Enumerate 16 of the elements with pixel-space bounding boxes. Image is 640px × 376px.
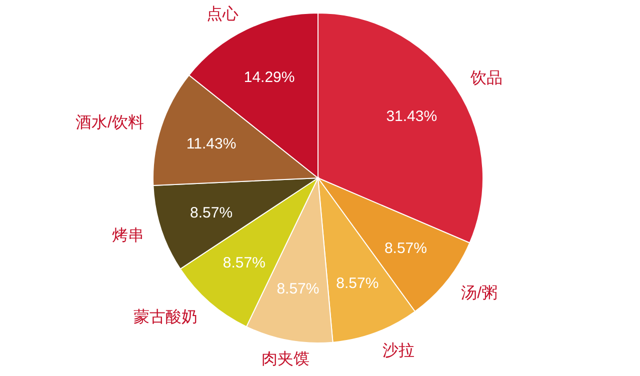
data-label: 8.57% — [384, 240, 427, 257]
data-label: 8.57% — [190, 204, 233, 222]
slice-label: 酒水/饮料 — [75, 114, 144, 132]
data-label: 8.57% — [276, 280, 320, 298]
slice-label: 点心 — [206, 5, 239, 24]
slice-label: 汤/粥 — [461, 285, 498, 302]
data-label: 31.43% — [386, 108, 438, 126]
slice-label: 饮品 — [470, 70, 503, 88]
data-label: 14.29% — [244, 68, 295, 86]
slice-label: 烤串 — [112, 226, 144, 245]
slice-label: 蒙古酸奶 — [134, 308, 198, 326]
slice-label: 沙拉 — [382, 341, 414, 360]
data-label: 8.57% — [222, 254, 266, 272]
data-label: 8.57% — [336, 275, 379, 292]
slice-label: 肉夹馍 — [261, 350, 310, 368]
data-label: 11.43% — [186, 135, 236, 152]
